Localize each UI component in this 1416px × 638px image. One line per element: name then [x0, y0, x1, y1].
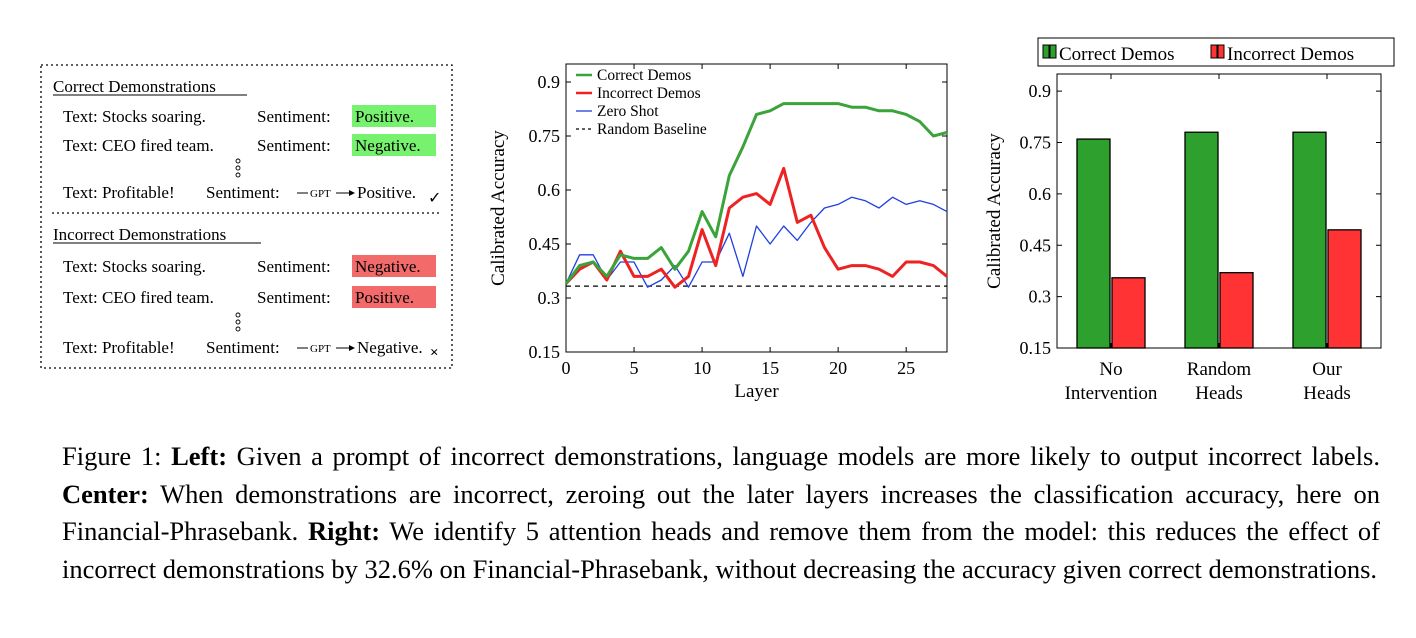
bar-correct-demos — [1076, 138, 1111, 349]
bar-chart: 0.15 0.3 0.45 0.6 0.75 0.9 Calibrated Accuracy… — [984, 37, 1395, 404]
y-tick-label: 0.9 — [538, 72, 561, 92]
bar-incorrect-demos — [1219, 271, 1254, 349]
incorrect-query-output: Negative. — [357, 338, 423, 357]
legend-label: Random Baseline — [597, 121, 707, 138]
legend-label: Incorrect Demos — [597, 85, 701, 102]
check-icon: ✓ — [428, 190, 441, 207]
correct-row-2-text: Text: CEO fired team. — [63, 136, 214, 155]
x-tick-label: 10 — [693, 358, 711, 378]
y-tick-label: 0.3 — [1029, 287, 1052, 307]
bar-incorrect-demos — [1111, 277, 1146, 349]
legend-label: Zero Shot — [597, 103, 659, 120]
left-panel: Correct Demonstrations Text: Stocks soar… — [40, 64, 453, 369]
series-line-correct-demos — [564, 102, 948, 285]
figure: Correct Demonstrations Text: Stocks soar… — [40, 37, 1395, 404]
caption-center-text: When demonstrations are incorrect, zeroi… — [62, 478, 1380, 547]
y-tick-label: 0.75 — [529, 126, 561, 146]
y-tick-label: 0.45 — [529, 234, 561, 254]
y-tick-label: 0.9 — [1029, 81, 1052, 101]
x-category-label: Random — [1187, 359, 1252, 380]
left-panel-border — [40, 64, 453, 369]
y-tick-label: 0.45 — [1020, 235, 1052, 255]
incorrect-row-2-label: Positive. — [355, 288, 414, 307]
y-axis-label: Calibrated Accuracy — [984, 133, 1005, 289]
incorrect-query-text: Text: Profitable! — [63, 338, 175, 357]
bar-correct-demos — [1292, 131, 1327, 349]
correct-row-1-text: Text: Stocks soaring. — [63, 107, 206, 126]
bar-correct-demos — [1184, 131, 1219, 349]
gpt-arrow-icon — [297, 186, 355, 200]
incorrect-row-1-label: Negative. — [355, 257, 421, 276]
y-tick-label: 0.6 — [1029, 184, 1052, 204]
x-tick-label: 25 — [897, 358, 915, 378]
y-tick-label: 0.15 — [529, 342, 561, 362]
correct-row-1-sentiment: Sentiment: — [257, 107, 331, 126]
legend-swatch — [1210, 44, 1218, 59]
vertical-ellipsis-icon — [235, 312, 241, 332]
x-tick-label: 5 — [630, 358, 639, 378]
plot-frame — [565, 63, 948, 353]
correct-row-1-highlight — [352, 105, 436, 127]
bar-incorrect-demos — [1327, 229, 1362, 349]
caption-right-text: We identify 5 attention heads and remove… — [62, 516, 1380, 584]
incorrect-row-1-highlight — [352, 255, 436, 277]
series-line-incorrect-demos — [564, 166, 948, 289]
vertical-ellipsis-icon — [235, 158, 241, 178]
y-tick-label: 0.6 — [538, 180, 561, 200]
incorrect-heading: Incorrect Demonstrations — [53, 225, 226, 244]
incorrect-row-1-sentiment: Sentiment: — [257, 257, 331, 276]
caption-left-text: Given a prompt of incorrect demonstratio… — [227, 441, 1380, 471]
caption-center-bold: Center: — [62, 478, 149, 509]
legend-swatch — [1049, 44, 1057, 59]
correct-query-text: Text: Profitable! — [63, 183, 175, 202]
y-tick-label: 0.15 — [1020, 338, 1052, 358]
x-category-label: No — [1099, 359, 1122, 380]
x-tick-label: 0 — [562, 358, 571, 378]
figure-caption: Figure 1: Left: Given a prompt of incorr… — [62, 438, 1380, 588]
series-line-zero-shot — [565, 196, 948, 288]
legend-label: Incorrect Demos — [1227, 44, 1354, 65]
x-category-label: Intervention — [1065, 383, 1158, 404]
x-category-label: Our — [1312, 359, 1342, 380]
correct-query-output: Positive. — [357, 183, 416, 202]
cross-icon: × — [430, 345, 439, 361]
incorrect-row-2-sentiment: Sentiment: — [257, 288, 331, 307]
correct-query-sentiment: Sentiment: — [206, 183, 280, 202]
x-tick-label: 15 — [761, 358, 779, 378]
incorrect-query-sentiment: Sentiment: — [206, 338, 280, 357]
line-chart: 0.15 0.3 0.45 0.6 0.75 0.9 0 5 10 15 20 25 Layer Cali… — [488, 63, 948, 402]
correct-row-1-label: Positive. — [355, 107, 414, 126]
incorrect-query-gpt: GPT — [310, 343, 331, 355]
legend-swatch — [1217, 44, 1225, 59]
correct-row-2-label: Negative. — [355, 136, 421, 155]
correct-row-2-sentiment: Sentiment: — [257, 136, 331, 155]
x-tick-label: 20 — [829, 358, 847, 378]
incorrect-row-1-text: Text: Stocks soaring. — [63, 257, 206, 276]
legend-label: Correct Demos — [597, 67, 691, 84]
correct-query-gpt: GPT — [310, 188, 331, 200]
legend-label: Correct Demos — [1059, 44, 1175, 65]
x-axis-label: Layer — [734, 381, 779, 402]
x-category-label: Heads — [1303, 383, 1350, 404]
correct-heading: Correct Demonstrations — [53, 77, 216, 96]
gpt-arrow-icon — [297, 341, 355, 355]
incorrect-row-2-text: Text: CEO fired team. — [63, 288, 214, 307]
caption-prefix: Figure 1: — [62, 441, 172, 471]
legend-swatch — [1042, 44, 1050, 59]
y-axis-label: Calibrated Accuracy — [488, 130, 509, 286]
x-category-label: Heads — [1195, 383, 1242, 404]
correct-row-2-highlight — [352, 134, 436, 156]
incorrect-row-2-highlight — [352, 286, 436, 308]
caption-left-bold: Left: — [171, 441, 228, 471]
caption-right-bold: Right: — [307, 516, 381, 546]
y-tick-label: 0.3 — [538, 288, 561, 308]
y-tick-label: 0.75 — [1020, 133, 1052, 153]
